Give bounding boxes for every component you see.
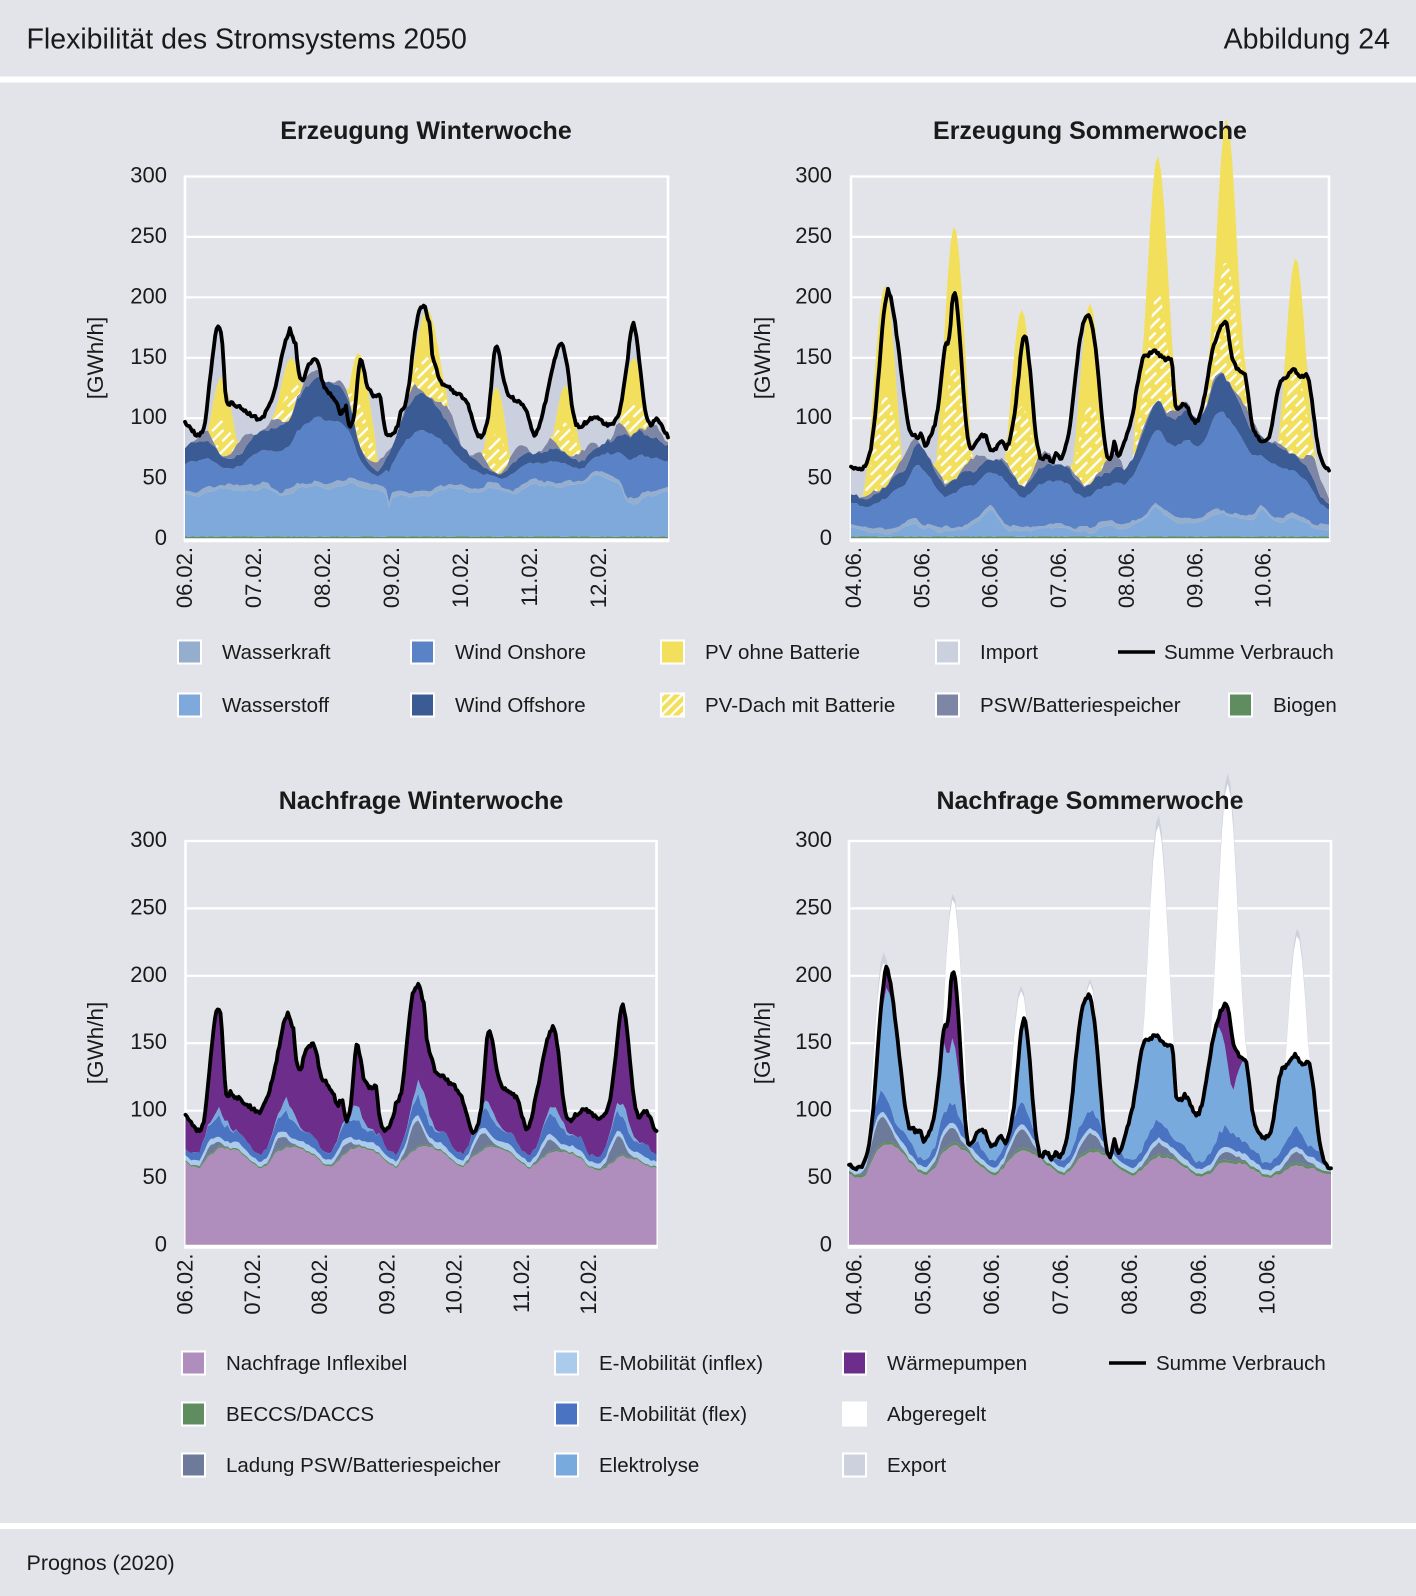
svg-text:150: 150 [795,1029,832,1054]
svg-text:PSW/Batteriespeicher: PSW/Batteriespeicher [980,694,1181,717]
svg-text:150: 150 [130,1029,167,1054]
svg-text:300: 300 [130,827,167,852]
svg-text:[GWh/h]: [GWh/h] [750,1002,775,1085]
svg-text:09.02.: 09.02. [379,547,404,608]
svg-text:Erzeugung Sommerwoche: Erzeugung Sommerwoche [933,117,1247,145]
svg-text:200: 200 [130,962,167,987]
svg-text:150: 150 [795,344,832,369]
svg-text:50: 50 [808,1164,832,1189]
svg-text:Export: Export [887,1454,947,1477]
svg-text:04.06.: 04.06. [841,547,866,608]
svg-text:09.06.: 09.06. [1182,547,1207,608]
svg-text:[GWh/h]: [GWh/h] [750,317,775,400]
svg-text:50: 50 [143,1164,167,1189]
svg-text:Nachfrage Inflexibel: Nachfrage Inflexibel [226,1352,407,1375]
svg-text:09.02.: 09.02. [374,1254,399,1315]
svg-text:Ladung PSW/Batteriespeicher: Ladung PSW/Batteriespeicher [226,1454,501,1477]
svg-text:Wind Offshore: Wind Offshore [455,694,586,717]
svg-text:E-Mobilität (inflex): E-Mobilität (inflex) [599,1352,763,1375]
svg-text:Abgeregelt: Abgeregelt [887,1403,986,1426]
svg-text:Elektrolyse: Elektrolyse [599,1454,699,1477]
svg-text:E-Mobilität (flex): E-Mobilität (flex) [599,1403,747,1426]
svg-text:0: 0 [155,1232,167,1257]
svg-text:Erzeugung Winterwoche: Erzeugung Winterwoche [280,117,572,145]
svg-text:Wärmepumpen: Wärmepumpen [887,1352,1027,1375]
svg-text:100: 100 [795,1097,832,1122]
svg-text:11.02.: 11.02. [509,1254,534,1314]
svg-text:[GWh/h]: [GWh/h] [83,317,108,400]
svg-text:300: 300 [795,827,832,852]
svg-text:Wind Onshore: Wind Onshore [455,641,586,664]
svg-text:08.06.: 08.06. [1117,1254,1142,1315]
svg-text:06.06.: 06.06. [979,1254,1004,1315]
svg-text:200: 200 [130,283,167,308]
svg-text:Prognos (2020): Prognos (2020) [27,1551,175,1575]
svg-text:300: 300 [795,163,832,188]
svg-text:06.02.: 06.02. [172,547,197,608]
svg-text:05.06.: 05.06. [910,1254,935,1315]
svg-text:06.06.: 06.06. [978,547,1003,608]
svg-text:07.06.: 07.06. [1048,1254,1073,1315]
svg-text:0: 0 [820,1232,832,1257]
svg-text:[GWh/h]: [GWh/h] [83,1002,108,1085]
svg-text:06.02.: 06.02. [173,1254,198,1315]
svg-text:100: 100 [130,1097,167,1122]
svg-text:0: 0 [820,525,832,550]
svg-text:Nachfrage Sommerwoche: Nachfrage Sommerwoche [936,787,1243,815]
svg-text:100: 100 [130,404,167,429]
svg-text:04.06.: 04.06. [842,1254,867,1315]
svg-text:200: 200 [795,283,832,308]
svg-text:05.06.: 05.06. [909,547,934,608]
svg-text:09.06.: 09.06. [1186,1254,1211,1315]
svg-text:10.06.: 10.06. [1255,1254,1280,1315]
svg-text:12.02.: 12.02. [576,1254,601,1315]
svg-text:08.02.: 08.02. [307,1254,332,1315]
svg-text:Import: Import [980,641,1038,664]
svg-text:Abbildung 24: Abbildung 24 [1224,24,1391,56]
svg-text:300: 300 [130,163,167,188]
svg-text:0: 0 [155,525,167,550]
svg-text:50: 50 [143,465,167,490]
svg-text:12.02.: 12.02. [586,547,611,608]
svg-text:10.06.: 10.06. [1251,547,1276,608]
svg-text:200: 200 [795,962,832,987]
svg-text:08.06.: 08.06. [1114,547,1139,608]
svg-text:08.02.: 08.02. [310,547,335,608]
svg-text:Flexibilität des Stromsystems: Flexibilität des Stromsystems 2050 [27,24,467,56]
svg-text:11.02.: 11.02. [517,547,542,607]
svg-text:250: 250 [130,223,167,248]
svg-text:Wasserstoff: Wasserstoff [222,694,329,717]
svg-text:07.02.: 07.02. [240,1254,265,1315]
svg-text:Summe Verbrauch: Summe Verbrauch [1164,641,1334,664]
svg-text:250: 250 [795,894,832,919]
svg-text:250: 250 [130,894,167,919]
svg-text:Biogen: Biogen [1273,694,1337,717]
svg-text:Wasserkraft: Wasserkraft [222,641,331,664]
svg-text:07.06.: 07.06. [1046,547,1071,608]
svg-text:07.02.: 07.02. [241,547,266,608]
svg-text:150: 150 [130,344,167,369]
svg-text:Nachfrage Winterwoche: Nachfrage Winterwoche [279,787,564,815]
svg-text:10.02.: 10.02. [448,547,473,608]
svg-text:PV ohne Batterie: PV ohne Batterie [705,641,860,664]
svg-text:250: 250 [795,223,832,248]
svg-text:10.02.: 10.02. [442,1254,467,1315]
svg-text:PV-Dach mit Batterie: PV-Dach mit Batterie [705,694,895,717]
svg-text:50: 50 [808,465,832,490]
svg-text:BECCS/DACCS: BECCS/DACCS [226,1403,374,1426]
svg-text:100: 100 [795,404,832,429]
svg-text:Summe Verbrauch: Summe Verbrauch [1156,1352,1326,1375]
